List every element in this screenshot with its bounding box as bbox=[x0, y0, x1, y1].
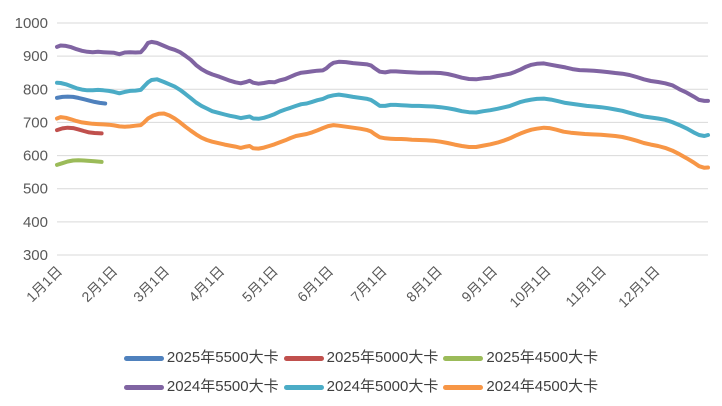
x-axis-labels: 1月1日 2月1日 3月1日 4月1日 5月1日 6月1日 7月1日 8月1日 9月1日 10月1… bbox=[23, 263, 663, 311]
y-axis-labels: 300 400 500 600 700 800 900 1000 bbox=[15, 15, 48, 264]
series-line-2024年5000大卡 bbox=[55, 77, 710, 138]
legend-label: 2024年4500大卡 bbox=[486, 378, 599, 395]
y-axis-tick-label: 400 bbox=[23, 214, 48, 231]
y-axis-tick-label: 500 bbox=[23, 181, 48, 198]
x-axis-tick-label: 5月1日 bbox=[239, 263, 281, 305]
line-chart-canvas: 300 400 500 600 700 800 900 1000 1月1日 2月1日 3月1日 4月… bbox=[15, 15, 710, 311]
legend-item-2025年5500大卡: 2025年5500大卡 bbox=[123, 346, 279, 370]
legend-label: 2024年5000大卡 bbox=[326, 378, 439, 395]
gridlines bbox=[57, 22, 708, 256]
x-axis-tick-label: 11月1日 bbox=[562, 263, 609, 310]
legend-swatch-icon bbox=[283, 384, 324, 390]
legend-swatch-icon bbox=[443, 355, 484, 361]
legend-item-2024年4500大卡: 2024年4500大卡 bbox=[443, 375, 598, 399]
x-axis-tick-label: 10月1日 bbox=[506, 263, 554, 311]
legend-label: 2025年5000大卡 bbox=[326, 349, 439, 366]
y-axis-tick-label: 1000 bbox=[15, 15, 48, 32]
x-axis-tick-label: 7月1日 bbox=[348, 263, 390, 305]
y-axis-tick-label: 600 bbox=[23, 148, 48, 165]
x-axis-tick-label: 4月1日 bbox=[185, 263, 227, 305]
y-axis-tick-label: 700 bbox=[23, 114, 48, 131]
y-axis-tick-label: 300 bbox=[23, 247, 48, 264]
series-line-2025年4500大卡 bbox=[55, 158, 104, 167]
legend-label: 2024年5500大卡 bbox=[166, 378, 279, 395]
legend-item-2025年4500大卡: 2025年4500大卡 bbox=[443, 346, 598, 370]
legend-label: 2025年5500大卡 bbox=[166, 349, 279, 366]
series-line-2025年5500大卡 bbox=[55, 94, 108, 106]
legend-swatch-icon bbox=[443, 384, 484, 390]
legend-label: 2025年4500大卡 bbox=[486, 349, 599, 366]
x-axis-tick-label: 12月1日 bbox=[615, 263, 663, 311]
legend-item-2024年5000大卡: 2024年5000大卡 bbox=[283, 375, 439, 399]
x-axis-tick-label: 2月1日 bbox=[78, 263, 120, 305]
x-axis-tick-label: 9月1日 bbox=[458, 263, 500, 305]
series-lines bbox=[55, 39, 710, 170]
y-axis-tick-label: 800 bbox=[23, 81, 48, 98]
legend-item-2024年5500大卡: 2024年5500大卡 bbox=[123, 375, 279, 399]
legend-swatch-icon bbox=[123, 384, 164, 390]
series-line-2024年5500大卡 bbox=[55, 39, 710, 103]
y-axis-tick-label: 900 bbox=[23, 48, 48, 65]
x-axis-tick-label: 3月1日 bbox=[130, 263, 172, 305]
legend-item-2025年5000大卡: 2025年5000大卡 bbox=[283, 346, 439, 370]
series-line-2024年4500大卡 bbox=[55, 111, 710, 170]
x-axis-tick-label: 1月1日 bbox=[23, 263, 65, 305]
x-axis-tick-label: 6月1日 bbox=[294, 263, 336, 305]
legend-row: 2024年5500大卡 2024年5000大卡 2024年4500大卡 bbox=[123, 375, 598, 399]
legend-swatch-icon bbox=[283, 355, 324, 361]
series-line-2025年5000大卡 bbox=[55, 125, 104, 136]
legend-row: 2025年5500大卡 2025年5000大卡 2025年4500大卡 bbox=[123, 346, 598, 370]
chart-legend: 2025年5500大卡 2025年5000大卡 2025年4500大卡 2024年55… bbox=[0, 346, 722, 399]
legend-swatch-icon bbox=[123, 355, 164, 361]
x-axis-tick-label: 8月1日 bbox=[403, 263, 445, 305]
